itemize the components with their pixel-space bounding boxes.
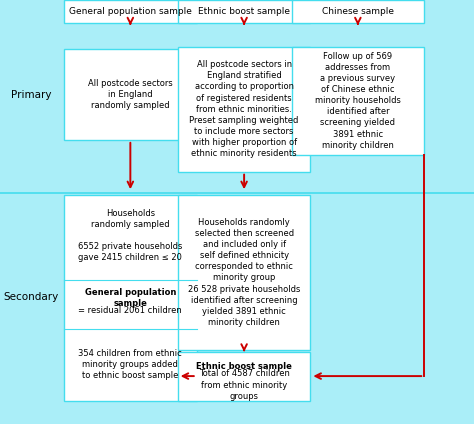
- Text: Ethnic boost sample: Ethnic boost sample: [198, 7, 290, 16]
- Text: General population sample: General population sample: [69, 7, 192, 16]
- Text: General population
sample: General population sample: [85, 288, 176, 308]
- FancyBboxPatch shape: [64, 195, 197, 401]
- FancyBboxPatch shape: [178, 47, 310, 172]
- FancyBboxPatch shape: [178, 352, 310, 401]
- Text: 354 children from ethnic
minority groups added
to ethnic boost sample: 354 children from ethnic minority groups…: [79, 349, 182, 380]
- Text: Households
randomly sampled

6552 private households
gave 2415 children ≤ 20: Households randomly sampled 6552 private…: [78, 209, 182, 262]
- Text: Total of 4587 children
from ethnic minority
groups: Total of 4587 children from ethnic minor…: [199, 369, 290, 401]
- FancyBboxPatch shape: [292, 47, 424, 155]
- Text: All postcode sectors in
England stratified
according to proportion
of registered: All postcode sectors in England stratifi…: [190, 60, 299, 158]
- FancyBboxPatch shape: [64, 49, 197, 140]
- Text: Ethnic boost sample: Ethnic boost sample: [196, 362, 292, 371]
- FancyBboxPatch shape: [64, 0, 197, 23]
- Text: = residual 2061 children: = residual 2061 children: [79, 306, 182, 315]
- Text: Secondary: Secondary: [3, 292, 58, 302]
- Text: Primary: Primary: [10, 90, 51, 100]
- FancyBboxPatch shape: [178, 0, 310, 23]
- Text: Chinese sample: Chinese sample: [322, 7, 394, 16]
- Text: All postcode sectors
in England
randomly sampled: All postcode sectors in England randomly…: [88, 79, 173, 110]
- Text: Households randomly
selected then screened
and included only if
self defined eth: Households randomly selected then screen…: [188, 218, 301, 327]
- Text: Follow up of 569
addresses from
a previous survey
of Chinese ethnic
minority hou: Follow up of 569 addresses from a previo…: [315, 52, 401, 150]
- FancyBboxPatch shape: [292, 0, 424, 23]
- FancyBboxPatch shape: [178, 195, 310, 350]
